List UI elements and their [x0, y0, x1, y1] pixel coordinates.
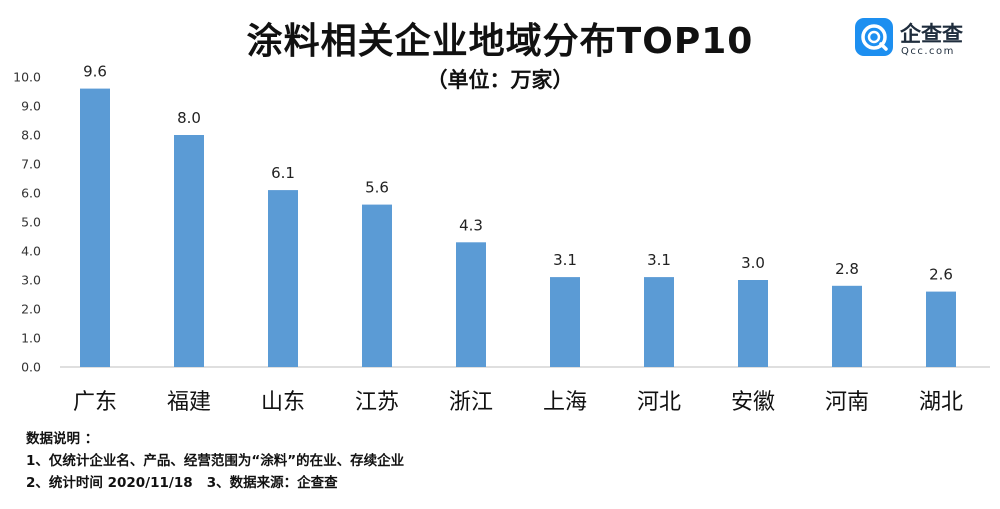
bar-2	[268, 190, 298, 367]
data-label: 4.3	[459, 216, 483, 234]
data-label: 5.6	[365, 179, 389, 197]
bar-7	[738, 280, 768, 367]
notes-line-2: 2、统计时间 2020/11/18 3、数据来源：企查查	[26, 475, 338, 491]
y-tick-label: 5.0	[21, 215, 41, 230]
data-label: 2.6	[929, 266, 953, 284]
x-tick-label: 河北	[637, 390, 681, 415]
x-tick-label: 上海	[543, 390, 587, 415]
y-tick-label: 9.0	[21, 99, 41, 114]
bars-group	[80, 88, 956, 367]
data-notes: 数据说明 ： 1、仅统计企业名、产品、经营范围为“涂料”的在业、存续企业 2、统…	[26, 428, 404, 494]
bar-4	[456, 242, 486, 367]
y-tick-label: 8.0	[21, 128, 41, 143]
x-axis-ticks: 广东 福建 山东 江苏 浙江 上海 河北 安徽 河南 湖北	[73, 390, 963, 415]
data-labels-group: 9.6 8.0 6.1 5.6 4.3 3.1 3.1 3.0 2.8 2.6	[83, 63, 953, 284]
data-label: 3.1	[553, 251, 577, 269]
x-tick-label: 江苏	[355, 390, 399, 415]
bar-0	[80, 88, 110, 367]
y-tick-label: 2.0	[21, 302, 41, 317]
bar-5	[550, 277, 580, 367]
y-tick-label: 4.0	[21, 244, 41, 259]
bar-1	[174, 135, 204, 367]
chart-subtitle: （单位：万家）	[426, 68, 574, 92]
x-tick-label: 山东	[261, 390, 305, 415]
y-tick-label: 1.0	[21, 331, 41, 346]
data-label: 3.1	[647, 251, 671, 269]
x-tick-label: 福建	[167, 390, 211, 415]
data-label: 9.6	[83, 63, 107, 81]
y-tick-label: 6.0	[21, 186, 41, 201]
brand-logo: 企查查 Qcc.com	[855, 16, 975, 60]
data-label: 3.0	[741, 254, 765, 272]
x-tick-label: 广东	[73, 390, 117, 415]
bar-6	[644, 277, 674, 367]
y-tick-label: 10.0	[13, 70, 41, 85]
y-tick-label: 3.0	[21, 273, 41, 288]
notes-heading: 数据说明 ：	[26, 431, 99, 447]
x-tick-label: 湖北	[919, 390, 963, 415]
y-axis-ticks: 0.0 1.0 2.0 3.0 4.0 5.0 6.0 7.0 8.0 9.0 10.0	[13, 70, 41, 375]
x-tick-label: 浙江	[449, 390, 493, 415]
data-label: 8.0	[177, 109, 201, 127]
brand-domain: Qcc.com	[901, 46, 955, 57]
data-label: 2.8	[835, 260, 859, 278]
x-tick-label: 安徽	[731, 390, 775, 415]
qcc-logo-icon	[855, 18, 893, 56]
bar-9	[926, 291, 956, 367]
chart-title: 涂料相关企业地域分布TOP10	[246, 21, 754, 62]
bar-8	[832, 285, 862, 367]
bar-3	[362, 204, 392, 367]
y-tick-label: 0.0	[21, 360, 41, 375]
brand-name: 企查查	[900, 22, 963, 46]
y-tick-label: 7.0	[21, 157, 41, 172]
notes-line-1: 1、仅统计企业名、产品、经营范围为“涂料”的在业、存续企业	[26, 453, 405, 469]
x-tick-label: 河南	[825, 390, 869, 415]
data-label: 6.1	[271, 164, 295, 182]
bar-chart: 0.0 1.0 2.0 3.0 4.0 5.0 6.0 7.0 8.0 9.0 10.0 9.6 8.…	[13, 63, 990, 415]
